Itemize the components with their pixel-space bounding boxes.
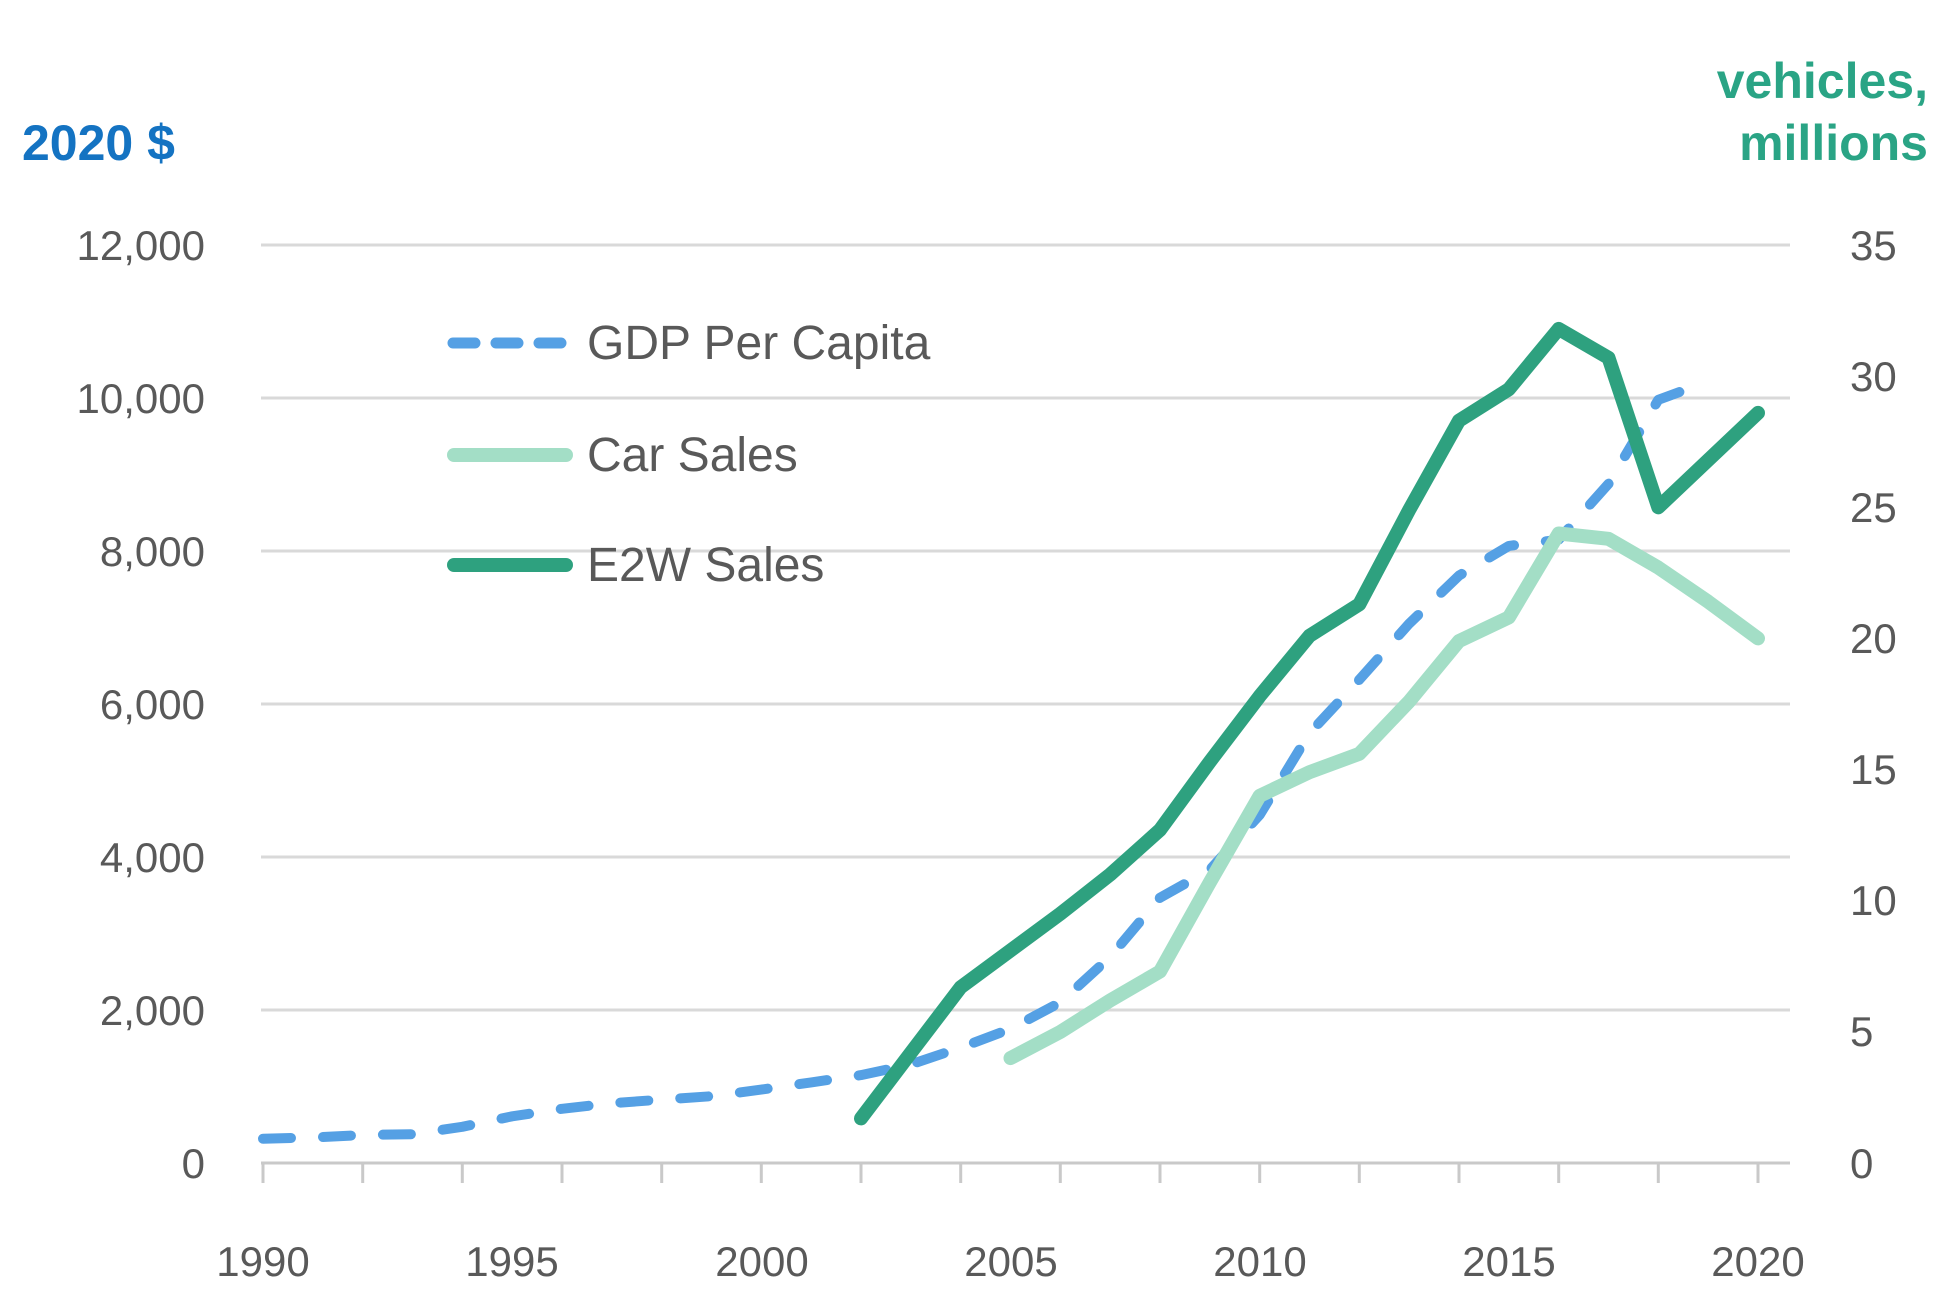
- series-gdp-per-capita: [258, 376, 1714, 1144]
- left-axis-tick-label: 4,000: [99, 834, 205, 881]
- legend-item-car: Car Sales: [445, 425, 798, 485]
- left-axis-tick-label: 0: [181, 1140, 205, 1187]
- right-axis-tick-label: 30: [1850, 353, 1897, 400]
- left-axis-tick-label: 8,000: [99, 528, 205, 575]
- left-axis-tick-label: 10,000: [76, 375, 205, 422]
- legend-item-gdp: GDP Per Capita: [445, 313, 930, 373]
- right-axis-tick-label: 15: [1850, 746, 1897, 793]
- series-e2w-sales: [854, 321, 1765, 1126]
- right-axis-tick-label: 5: [1850, 1008, 1874, 1055]
- right-axis-tick-label: 0: [1850, 1140, 1874, 1187]
- legend-label-gdp: GDP Per Capita: [587, 316, 931, 370]
- left-axis-title: 2020 $: [22, 115, 175, 171]
- left-axis-tick-label: 6,000: [99, 681, 205, 728]
- legend-item-e2w: E2W Sales: [445, 535, 824, 595]
- legend-label-car: Car Sales: [587, 428, 798, 482]
- right-axis-title: vehicles, millions: [1717, 50, 1928, 174]
- right-axis-tick-label: 10: [1850, 877, 1897, 924]
- x-axis-tick-label: 1995: [465, 1238, 559, 1285]
- car-legend-line-icon: [447, 448, 573, 462]
- x-axis-tick-label: 2005: [964, 1238, 1058, 1285]
- x-axis-tick-label: 2020: [1711, 1238, 1805, 1285]
- right-axis-tick-label: 20: [1850, 615, 1897, 662]
- series-car-sales: [1003, 526, 1765, 1066]
- e2w-legend-line-icon: [447, 558, 573, 572]
- right-axis-tick-label: 35: [1850, 222, 1897, 269]
- right-axis-title-line1: vehicles,: [1716, 53, 1928, 109]
- gdp-legend-line-icon: [447, 337, 573, 349]
- x-axis-tick-label: 2000: [715, 1238, 809, 1285]
- left-axis-tick-label: 12,000: [76, 222, 205, 269]
- right-axis-tick-label: 25: [1850, 484, 1897, 531]
- legend-label-e2w: E2W Sales: [587, 538, 825, 592]
- right-axis-title-line2: millions: [1739, 115, 1928, 171]
- x-axis-tick-label: 2010: [1213, 1238, 1307, 1285]
- x-axis-tick-label: 2015: [1462, 1238, 1556, 1285]
- left-axis-tick-label: 2,000: [99, 987, 205, 1034]
- x-axis-tick-label: 1990: [216, 1238, 310, 1285]
